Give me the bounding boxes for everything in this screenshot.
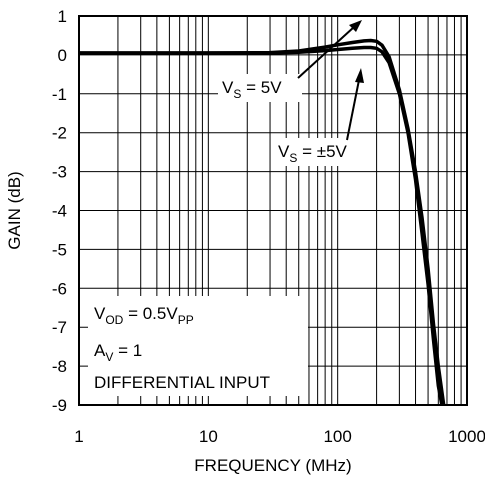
x-tick-label: 1000 [448,427,485,446]
annotation-vs-5v-background [218,74,302,102]
x-tick-labels: 1 10 100 1000 [74,427,485,446]
condition-input: DIFFERENTIAL INPUT [94,373,270,392]
arrow-vs-5v-head [349,20,362,32]
y-tick-label: -1 [52,85,67,104]
annotation-vs-pm5v: VS = ±5V [278,142,348,165]
series [79,38,446,406]
y-tick-label: -5 [52,240,67,259]
x-axis-label: FREQUENCY (MHz) [194,456,351,475]
x-tick-label: 10 [199,427,218,446]
y-tick-label: -2 [52,124,67,143]
condition-av: AV = 1 [94,341,142,364]
series-line-1 [79,45,444,406]
y-tick-label: -4 [52,202,67,221]
x-tick-label: 100 [323,427,351,446]
arrow-vs-pm5v-shaft [346,79,360,141]
arrow-vs-5v-shaft [297,26,355,79]
y-tick-label: -9 [52,396,67,415]
plot-frame [78,15,468,406]
annotation-arrows [297,20,364,141]
arrow-vs-pm5v-head [355,68,364,83]
y-tick-labels: 1 0 -1 -2 -3 -4 -5 -6 -7 -8 -9 [52,7,67,415]
annotation-vs-pm5v-background [274,138,370,166]
x-tick-label: 1 [74,427,83,446]
y-axis-label: GAIN (dB) [5,171,24,249]
y-tick-label: -3 [52,163,67,182]
y-tick-label: -7 [52,318,67,337]
y-tick-label: -6 [52,279,67,298]
conditions-box [88,296,308,396]
y-tick-label: 0 [58,46,67,65]
y-tick-label: -8 [52,357,67,376]
condition-vod: VOD = 0.5VPP [94,304,194,327]
y-tick-label: 1 [58,7,67,26]
annotation-vs-5v: VS = 5V [222,78,282,101]
